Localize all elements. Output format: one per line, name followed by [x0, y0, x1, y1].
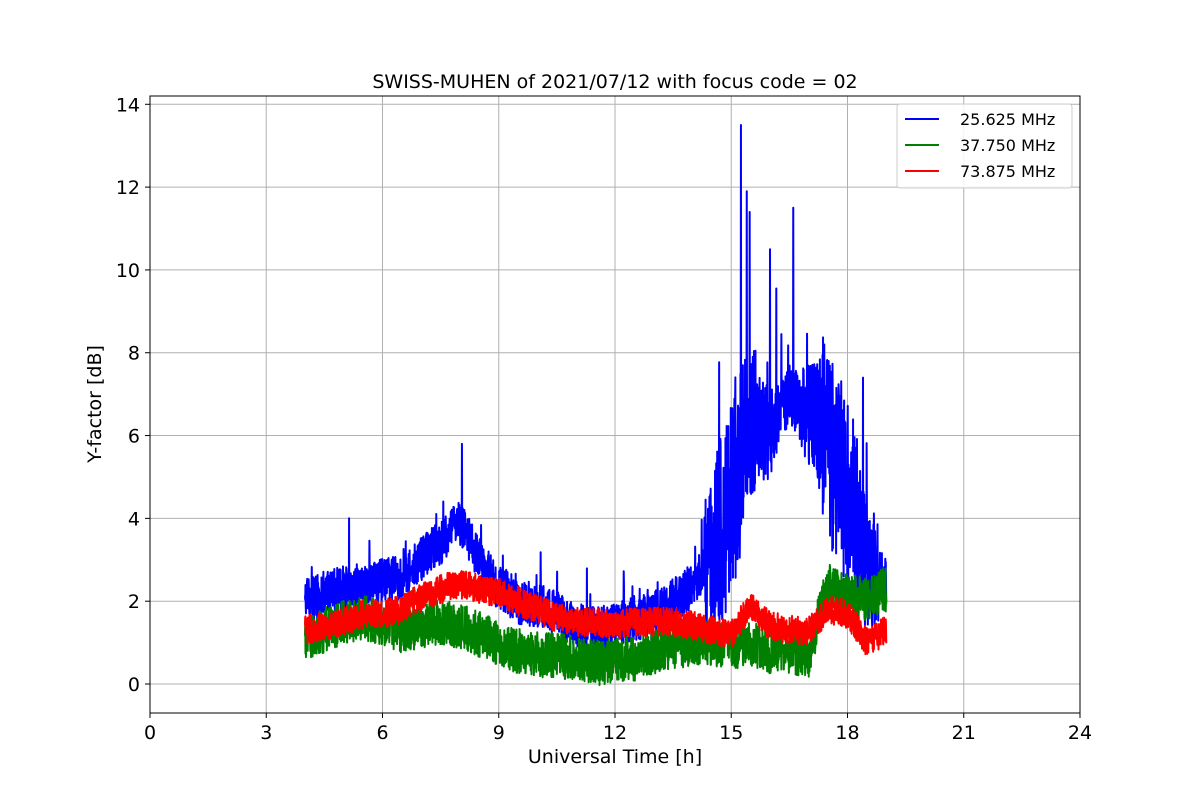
- x-tick-label: 6: [376, 722, 388, 744]
- x-tick-label: 24: [1068, 722, 1092, 744]
- legend-label: 37.750 MHz: [960, 136, 1055, 155]
- y-tick-label: 14: [116, 94, 140, 116]
- y-tick-label: 10: [116, 260, 140, 282]
- legend-label: 73.875 MHz: [960, 162, 1055, 181]
- legend: 25.625 MHz 37.750 MHz 73.875 MHz: [896, 103, 1073, 189]
- y-tick-label: 8: [128, 343, 140, 365]
- chart-title: SWISS-MUHEN of 2021/07/12 with focus cod…: [372, 71, 857, 93]
- y-tick-label: 4: [128, 508, 140, 530]
- x-tick-label: 18: [835, 722, 859, 744]
- y-axis-label: Y-factor [dB]: [84, 345, 106, 464]
- series-line-3: [304, 570, 888, 656]
- x-tick-label: 21: [952, 722, 976, 744]
- series-layer: [304, 123, 888, 687]
- y-tick-label: 6: [128, 426, 140, 448]
- x-tick-label: 3: [260, 722, 272, 744]
- x-tick-label: 15: [719, 722, 743, 744]
- x-tick-label: 0: [144, 722, 156, 744]
- x-tick-label: 12: [603, 722, 627, 744]
- x-axis-label: Universal Time [h]: [528, 746, 702, 768]
- legend-box: [896, 103, 1073, 189]
- series-line-1: [304, 123, 888, 651]
- series-line-2: [304, 563, 888, 687]
- legend-label: 25.625 MHz: [960, 110, 1055, 129]
- y-tick-label: 12: [116, 177, 140, 199]
- y-tick-label: 2: [128, 591, 140, 613]
- x-tick-label: 9: [493, 722, 505, 744]
- y-tick-label: 0: [128, 674, 140, 696]
